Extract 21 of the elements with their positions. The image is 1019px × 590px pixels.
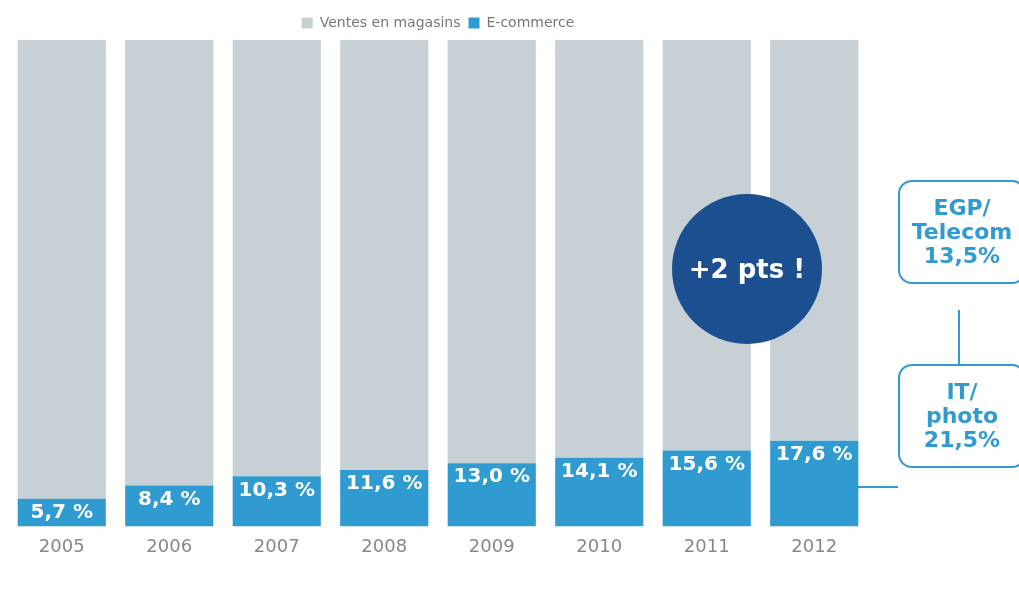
- text: IT/ photo 21,5%: [898, 364, 1019, 468]
- x-tick-label: 2010: [576, 534, 623, 556]
- text: EGP/ Telecom 13,5%: [898, 180, 1019, 284]
- x-tick-label: 2008: [361, 534, 408, 556]
- data-label: 15,6 %: [668, 450, 745, 475]
- x-tick-label: 2005: [38, 534, 85, 556]
- x-tick-label: 2009: [468, 534, 515, 556]
- x-tick-label: 2006: [146, 534, 193, 556]
- x-tick-label: 2012: [791, 534, 838, 556]
- data-label: 11,6 %: [346, 470, 423, 495]
- data-label: 14,1 %: [561, 458, 638, 483]
- data-label: 5,7 %: [30, 498, 93, 523]
- legend-label: E-commerce: [486, 13, 575, 30]
- data-label: 17,6 %: [776, 441, 853, 465]
- data-label: 10,3 %: [238, 476, 315, 501]
- x-tick-label: 2011: [683, 534, 730, 556]
- legend-label: Ventes en magasins: [319, 13, 461, 30]
- x-tick-label: 2007: [253, 534, 300, 556]
- data-label: 13,0 %: [453, 463, 530, 488]
- data-label: 8,4 %: [138, 485, 201, 510]
- annotation: +2 pts !: [687, 254, 807, 284]
